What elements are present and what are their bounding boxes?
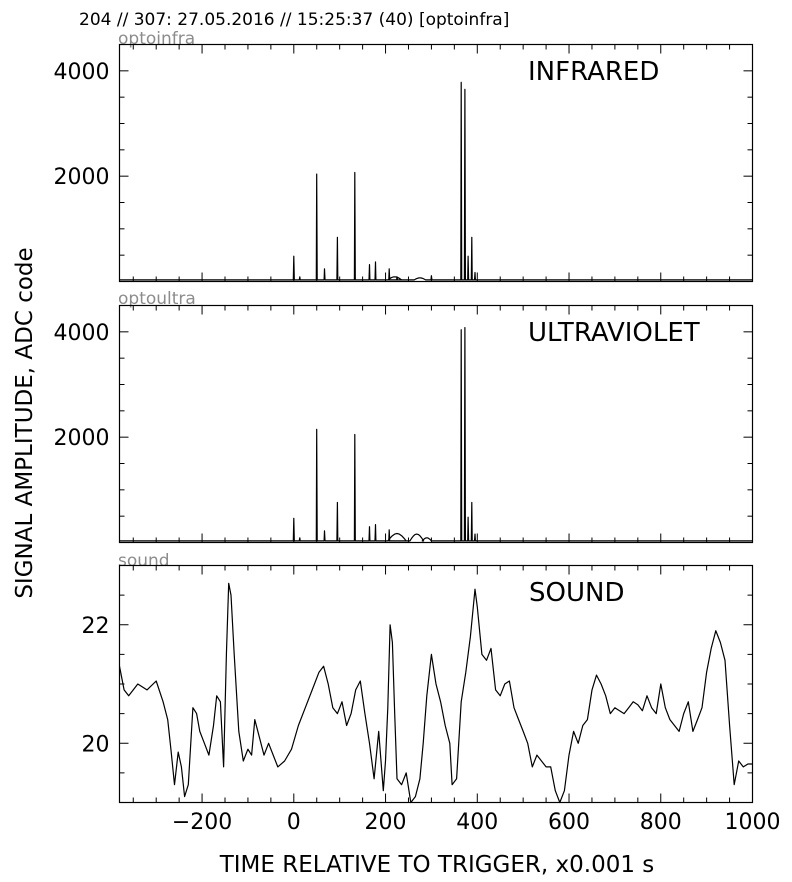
channel-label-ultraviolet: optoultra: [118, 289, 196, 309]
y-tick-label: 2000: [54, 426, 110, 451]
y-tick-label: 22: [82, 614, 110, 639]
y-tick-label: 4000: [54, 321, 110, 346]
x-tick-label: 200: [365, 810, 407, 835]
y-tick-label: 4000: [54, 60, 110, 85]
infrared-plot-frame: [118, 43, 754, 283]
figure-title: 204 // 307: 27.05.2016 // 15:25:37 (40) …: [79, 10, 509, 30]
ultraviolet-label: ULTRAVIOLET: [528, 318, 700, 348]
infrared-trace: [119, 81, 753, 281]
ultraviolet-panel: optoultra ULTRAVIOLET 2000 4000: [54, 289, 754, 544]
sound-trace: [118, 582, 753, 804]
x-tick-label: −200: [172, 810, 232, 835]
x-tick-label: 400: [456, 810, 498, 835]
ultraviolet-trace: [119, 327, 753, 542]
x-axis: −200 0 200 400 600 800 1000: [172, 810, 781, 835]
x-tick-label: 0: [287, 810, 301, 835]
infrared-label: INFRARED: [528, 57, 659, 87]
x-tick-label: 800: [640, 810, 682, 835]
x-tick-label: 600: [548, 810, 590, 835]
y-tick-label: 2000: [54, 165, 110, 190]
x-tick-label: 1000: [725, 810, 781, 835]
sound-label: SOUND: [529, 578, 624, 608]
x-axis-label: TIME RELATIVE TO TRIGGER, x0.001 s: [219, 852, 655, 878]
y-axis-label: SIGNAL AMPLITUDE, ADC code: [12, 247, 38, 598]
channel-label-sound: sound: [118, 551, 170, 571]
ultraviolet-plot-frame: [118, 304, 754, 544]
ultraviolet-y-axis: 2000 4000: [54, 305, 753, 543]
infrared-y-axis: 2000 4000: [54, 44, 753, 282]
y-tick-label: 20: [82, 732, 110, 757]
